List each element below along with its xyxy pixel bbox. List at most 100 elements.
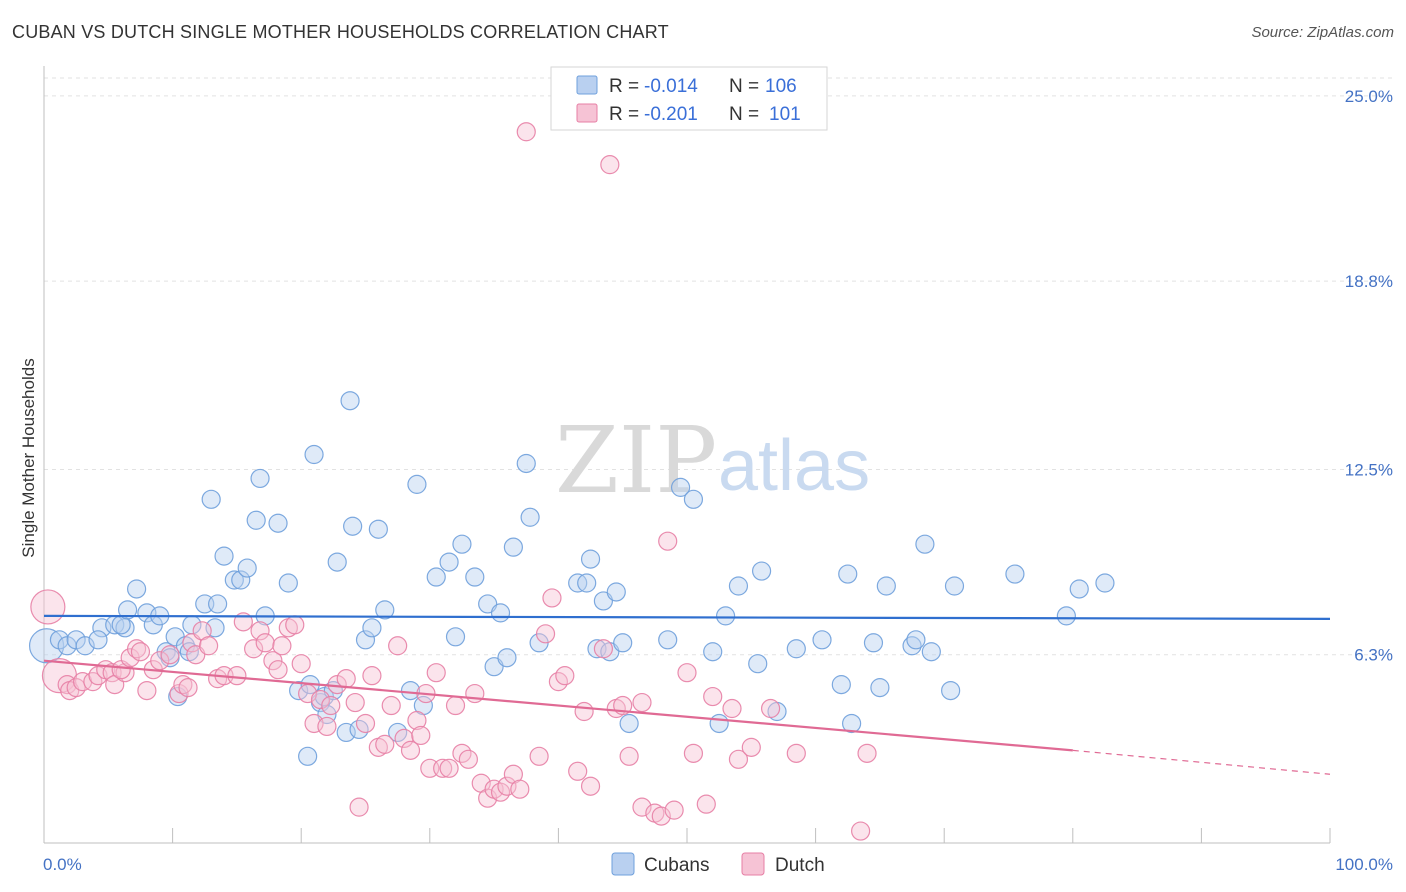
cubans-point bbox=[906, 630, 926, 650]
dutch-point bbox=[703, 686, 723, 707]
dutch-point bbox=[857, 743, 877, 763]
dutch-point bbox=[593, 639, 614, 659]
watermark-atlas: atlas bbox=[718, 426, 870, 506]
cubans-point bbox=[304, 444, 324, 465]
dutch-point bbox=[321, 695, 341, 716]
cubans-point bbox=[1069, 579, 1089, 599]
bottom-legend-swatch-dutch bbox=[741, 852, 765, 876]
dutch-point bbox=[696, 794, 716, 814]
legend-n-label-dutch: N = bbox=[729, 104, 759, 125]
dutch-point bbox=[400, 740, 421, 760]
dutch-point bbox=[291, 654, 311, 674]
cubans-point bbox=[516, 453, 536, 474]
cubans-trend-line bbox=[43, 614, 1331, 620]
dutch-point bbox=[516, 122, 536, 142]
legend-r-label-cubans: R = bbox=[609, 76, 639, 97]
y-tick-label: 18.8% bbox=[1345, 272, 1393, 291]
cubans-point bbox=[439, 552, 459, 572]
dutch-point bbox=[199, 636, 219, 656]
legend-r-value-dutch: -0.201 bbox=[644, 104, 698, 125]
cubans-point bbox=[362, 618, 382, 638]
cubans-point bbox=[715, 606, 736, 626]
dutch-point bbox=[568, 761, 588, 781]
bottom-legend-label-dutch: Dutch bbox=[775, 855, 825, 876]
cubans-point bbox=[941, 680, 961, 701]
dutch-point bbox=[317, 716, 337, 737]
dutch-point bbox=[388, 636, 408, 656]
cubans-point bbox=[214, 546, 234, 566]
cubans-point bbox=[246, 510, 266, 530]
dutch-point bbox=[250, 621, 270, 641]
dutch-point bbox=[268, 660, 288, 680]
y-tick-label: 12.5% bbox=[1345, 460, 1393, 479]
dutch-point bbox=[272, 636, 292, 656]
cubans-point bbox=[812, 630, 832, 650]
dutch-point bbox=[244, 639, 264, 659]
dutch-point bbox=[580, 776, 601, 796]
cubans-point bbox=[1095, 573, 1115, 593]
dutch-point bbox=[600, 155, 620, 175]
series-legend: Cubans Dutch bbox=[611, 852, 825, 876]
cubans-point bbox=[944, 576, 965, 596]
cubans-point bbox=[748, 654, 768, 674]
cubans-point bbox=[915, 534, 935, 554]
trend-lines bbox=[43, 614, 1331, 775]
cubans-point bbox=[577, 573, 597, 593]
dutch-point bbox=[263, 651, 283, 671]
cubans-point bbox=[606, 582, 626, 602]
dutch-point bbox=[130, 642, 151, 662]
legend-n-value-dutch: 101 bbox=[769, 104, 801, 125]
cubans-point bbox=[1005, 564, 1025, 584]
dutch-point bbox=[375, 734, 395, 754]
cubans-point bbox=[126, 579, 147, 599]
dutch-point bbox=[394, 728, 414, 749]
dutch-point bbox=[407, 710, 427, 731]
cubans-point bbox=[465, 567, 485, 587]
cubans-point bbox=[250, 468, 270, 489]
cubans-point bbox=[343, 516, 363, 536]
dutch-point bbox=[786, 743, 806, 763]
cubans-point bbox=[490, 603, 511, 623]
x-tick-label-max: 100.0% bbox=[1335, 855, 1393, 874]
y-tick-label: 6.3% bbox=[1354, 646, 1393, 665]
dutch-point bbox=[760, 698, 781, 719]
dutch-point bbox=[458, 749, 478, 769]
correlation-legend: R = -0.014 N = 106 R = -0.201 N = 101 bbox=[550, 66, 828, 131]
dutch-point bbox=[632, 692, 652, 713]
cubans-point bbox=[1056, 606, 1076, 626]
cubans-point bbox=[921, 642, 941, 662]
cubans-point bbox=[703, 642, 723, 662]
cubans-point bbox=[863, 633, 884, 653]
cubans-point bbox=[237, 558, 257, 578]
cubans-point bbox=[870, 678, 890, 698]
bottom-legend-label-cubans: Cubans bbox=[644, 855, 710, 876]
dutch-point bbox=[535, 624, 556, 644]
y-tick-label: 25.0% bbox=[1345, 87, 1393, 106]
cubans-point bbox=[355, 630, 376, 650]
dutch-point bbox=[227, 666, 247, 686]
cubans-point bbox=[445, 627, 466, 647]
dutch-point bbox=[137, 680, 157, 701]
legend-n-label-cubans: N = bbox=[729, 76, 759, 97]
dutch-point bbox=[411, 725, 431, 746]
dutch-trend-line bbox=[43, 659, 1073, 752]
cubans-point bbox=[327, 552, 347, 572]
cubans-point bbox=[670, 477, 691, 497]
dutch-point bbox=[510, 779, 530, 799]
dutch-point bbox=[851, 821, 871, 841]
legend-r-value-cubans: -0.014 bbox=[644, 76, 698, 97]
dutch-point bbox=[574, 701, 594, 722]
cubans-point bbox=[88, 630, 108, 650]
y-tick-labels: 6.3% 12.5% 18.8% 25.0% bbox=[1345, 87, 1393, 665]
cubans-point bbox=[224, 570, 244, 590]
dutch-point bbox=[178, 678, 198, 698]
chart-source: Source: ZipAtlas.com bbox=[1251, 24, 1394, 41]
cubans-point bbox=[298, 746, 318, 766]
cubans-point bbox=[452, 534, 472, 554]
dutch-point bbox=[664, 800, 684, 820]
cubans-point bbox=[619, 713, 639, 734]
dutch-point bbox=[160, 645, 180, 665]
bottom-legend-swatch-cubans bbox=[611, 852, 635, 876]
cubans-point bbox=[368, 519, 388, 539]
